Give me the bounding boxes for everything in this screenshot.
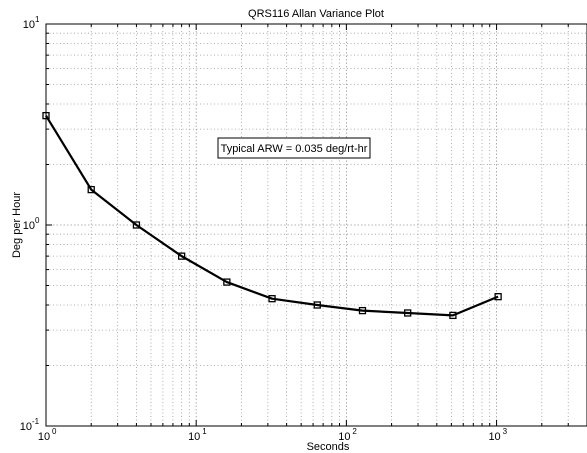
arw-annotation: Typical ARW = 0.035 deg/rt-hr [217, 137, 371, 159]
chart-title: QRS116 Allan Variance Plot [248, 8, 384, 20]
x-tick-label-exponent: 3 [503, 427, 508, 436]
data-series [42, 111, 502, 320]
x-tick-label: 10 3 [488, 427, 507, 443]
x-tick-label-exponent: 2 [352, 427, 357, 436]
y-tick-label: 10 -1 [20, 417, 40, 433]
x-tick-label-base: 10 [188, 431, 200, 443]
y-tick-label-base: 10 [23, 220, 35, 232]
x-tick-label: 10 0 [38, 427, 57, 443]
y-tick-label-exponent: 1 [35, 15, 40, 24]
x-tick-label-exponent: 1 [202, 427, 207, 436]
data-point-marker [313, 301, 321, 309]
data-point-marker [42, 111, 50, 120]
x-tick-label: 10 1 [188, 427, 207, 443]
y-tick-label-base: 10 [23, 19, 35, 31]
data-point-marker [132, 221, 141, 229]
annotation-text: Typical ARW = 0.035 deg/rt-hr [221, 143, 368, 155]
data-point-marker [177, 252, 186, 260]
series-line [45, 115, 499, 317]
data-point-marker [449, 311, 457, 320]
data-point-marker [87, 185, 95, 194]
data-point-marker [404, 309, 412, 317]
x-tick-label-base: 10 [488, 431, 500, 443]
data-point-marker [358, 306, 367, 315]
x-tick-label-base: 10 [338, 431, 350, 443]
y-tick-label-exponent: 0 [35, 216, 40, 225]
x-tick-label-base: 10 [38, 431, 50, 443]
y-tick-label: 10 0 [23, 216, 40, 232]
data-point-marker [223, 278, 231, 286]
axis-ticks: 10 0 10 1 10 2 10 310 -110 010 1 [20, 15, 587, 443]
data-point-marker [268, 295, 276, 303]
x-tick-label: 10 2 [338, 427, 357, 443]
y-tick-label: 10 1 [23, 15, 40, 31]
x-tick-label-exponent: 0 [52, 427, 57, 436]
y-axis-label: Deg per Hour [11, 192, 23, 258]
grid [45, 23, 587, 427]
data-point-marker [494, 293, 502, 301]
y-tick-label-base: 10 [20, 421, 32, 433]
y-tick-label-exponent: -1 [32, 417, 40, 426]
x-axis-label: Seconds [307, 441, 350, 453]
annotation-box [217, 137, 371, 159]
